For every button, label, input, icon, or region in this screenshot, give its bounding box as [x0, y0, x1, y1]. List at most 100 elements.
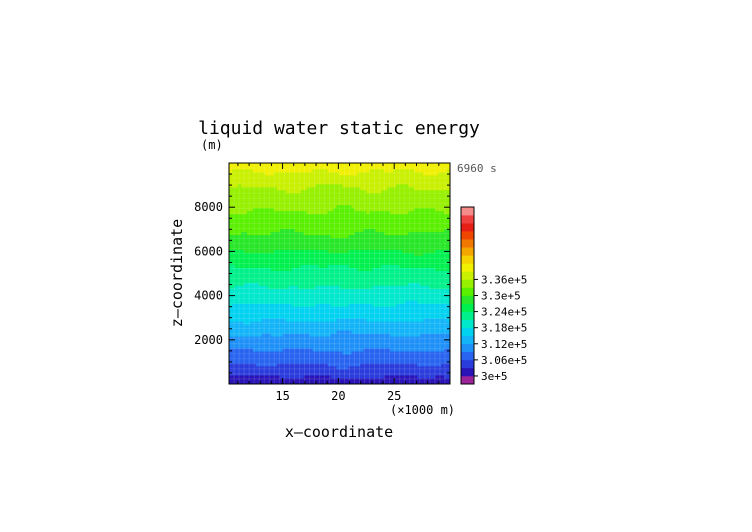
- field-cell: [315, 375, 319, 379]
- field-cell: [288, 348, 293, 352]
- field-cell: [264, 369, 269, 373]
- field-cell: [315, 345, 319, 349]
- field-cell: [294, 351, 299, 355]
- field-cell: [393, 291, 397, 295]
- field-cell: [291, 375, 296, 379]
- field-cell: [351, 225, 355, 230]
- field-cell: [240, 372, 245, 376]
- field-cell: [300, 291, 305, 295]
- field-cell: [414, 291, 418, 295]
- field-cell: [372, 288, 376, 292]
- field-cell: [327, 375, 331, 379]
- field-cell: [231, 375, 236, 379]
- field-cell: [447, 321, 450, 325]
- field-cell: [300, 282, 305, 286]
- field-cell: [261, 243, 266, 248]
- field-cell: [288, 228, 293, 233]
- field-cell: [237, 357, 242, 361]
- field-cell: [345, 276, 349, 280]
- field-cell: [339, 201, 343, 206]
- field-cell: [282, 213, 287, 218]
- field-cell: [261, 348, 266, 352]
- field-cell: [240, 348, 245, 352]
- field-cell: [411, 354, 415, 358]
- field-cell: [237, 360, 242, 364]
- field-cell: [384, 381, 388, 384]
- field-cell: [336, 339, 340, 343]
- field-cell: [393, 255, 397, 259]
- field-cell: [360, 297, 364, 301]
- field-cell: [441, 261, 445, 265]
- field-cell: [270, 285, 275, 289]
- field-cell: [267, 192, 272, 197]
- field-cell: [417, 261, 421, 265]
- field-cell: [258, 219, 263, 224]
- field-cell: [396, 219, 400, 224]
- field-cell: [414, 306, 418, 310]
- field-cell: [354, 342, 358, 346]
- field-cell: [327, 336, 331, 340]
- field-cell: [264, 351, 269, 355]
- field-cell: [372, 213, 376, 218]
- field-cell: [417, 192, 421, 197]
- field-cell: [273, 381, 278, 384]
- field-cell: [372, 333, 376, 337]
- field-cell: [264, 243, 269, 248]
- field-cell: [276, 213, 281, 218]
- field-cell: [360, 255, 364, 259]
- field-cell: [414, 201, 418, 206]
- field-cell: [396, 369, 400, 373]
- field-cell: [249, 312, 254, 316]
- field-cell: [264, 228, 269, 233]
- field-cell: [282, 195, 287, 200]
- field-cell: [402, 270, 406, 274]
- field-cell: [333, 381, 337, 384]
- field-cell: [345, 264, 349, 268]
- field-cell: [399, 225, 403, 230]
- field-cell: [420, 306, 424, 310]
- field-cell: [360, 342, 364, 346]
- field-cell: [408, 219, 412, 224]
- field-cell: [375, 312, 379, 316]
- field-cell: [255, 324, 260, 328]
- field-cell: [399, 357, 403, 361]
- field-cell: [234, 279, 239, 283]
- field-cell: [261, 285, 266, 289]
- field-cell: [309, 297, 314, 301]
- field-cell: [237, 225, 242, 230]
- field-cell: [342, 225, 346, 230]
- field-cell: [261, 183, 266, 188]
- field-cell: [246, 342, 251, 346]
- field-cell: [432, 228, 436, 233]
- field-cell: [306, 192, 311, 197]
- field-cell: [291, 237, 296, 242]
- field-cell: [270, 324, 275, 328]
- field-cell: [381, 225, 385, 230]
- field-cell: [348, 381, 352, 384]
- field-cell: [282, 288, 287, 292]
- field-cell: [270, 213, 275, 218]
- field-cell: [393, 210, 397, 215]
- field-cell: [339, 219, 343, 224]
- field-cell: [342, 288, 346, 292]
- field-cell: [357, 378, 361, 382]
- field-cell: [315, 264, 319, 268]
- field-cell: [270, 351, 275, 355]
- field-cell: [285, 228, 290, 233]
- field-cell: [405, 324, 409, 328]
- field-cell: [327, 204, 331, 209]
- field-cell: [339, 270, 343, 274]
- field-cell: [417, 207, 421, 212]
- field-cell: [306, 291, 311, 295]
- field-cell: [315, 201, 319, 206]
- field-cell: [309, 309, 314, 313]
- field-cell: [258, 210, 263, 215]
- field-cell: [345, 249, 349, 253]
- field-cell: [261, 330, 266, 334]
- field-cell: [276, 261, 281, 265]
- field-cell: [390, 213, 394, 218]
- field-cell: [435, 261, 439, 265]
- field-cell: [291, 294, 296, 298]
- field-cell: [378, 219, 382, 224]
- field-cell: [399, 315, 403, 319]
